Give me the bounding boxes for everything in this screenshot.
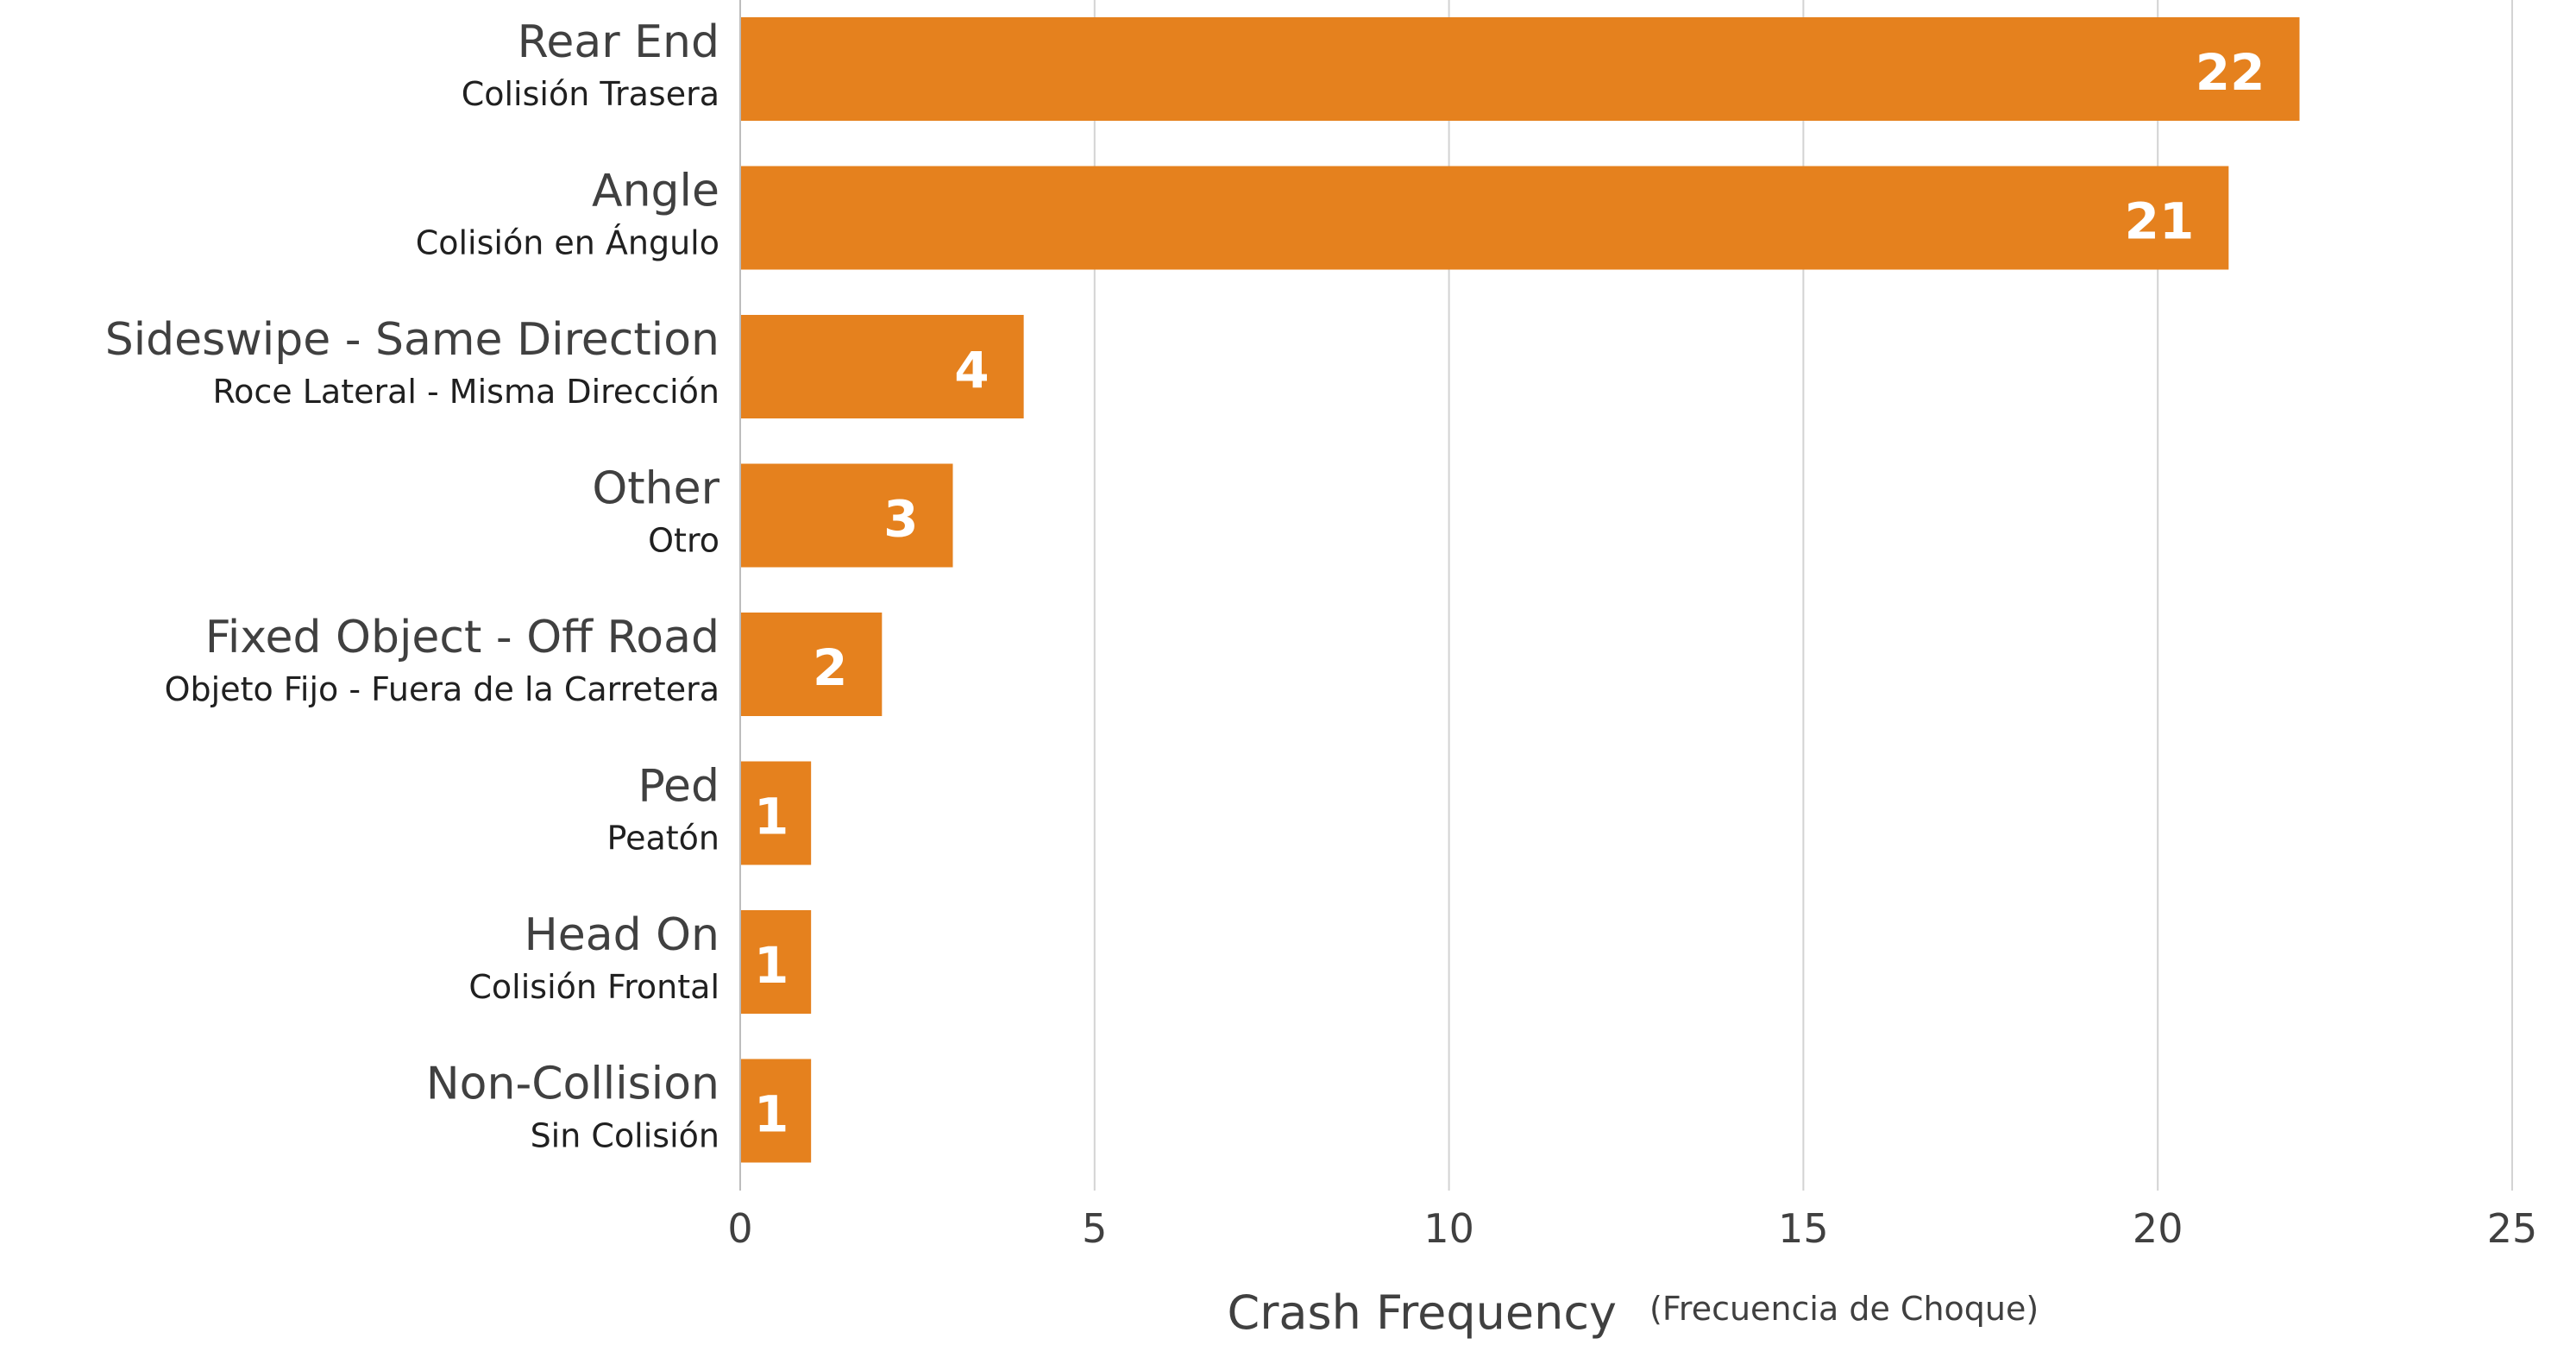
category-sublabel: Roce Lateral - Misma Dirección (212, 373, 719, 411)
x-tick-label: 20 (2133, 1205, 2183, 1252)
category-sublabel: Colisión Trasera (462, 75, 719, 113)
x-tick-label: 15 (1778, 1205, 1829, 1252)
bar-value-label: 2 (813, 638, 847, 697)
category-label: Fixed Object - Off Road (205, 612, 719, 663)
bar-value-label: 1 (754, 788, 789, 846)
bar (740, 910, 812, 1014)
x-axis-subtitle: (Frecuencia de Choque) (1649, 1290, 2039, 1328)
bar-value-label: 4 (954, 341, 989, 399)
category-sublabel: Peatón (607, 820, 719, 858)
category-label: Non-Collision (426, 1059, 719, 1110)
bar-value-label: 1 (754, 1085, 789, 1144)
x-tick-label: 25 (2487, 1205, 2538, 1252)
category-label: Rear End (518, 16, 719, 68)
x-axis-title: Crash Frequency (1228, 1285, 1618, 1340)
axis-layer: 0 5 10 15 20 25 (727, 0, 2537, 1252)
category-sublabel: Colisión Frontal (468, 968, 719, 1006)
bar-value-label: 3 (883, 490, 918, 549)
bar (740, 761, 812, 865)
category-sublabel: Sin Colisión (531, 1117, 719, 1155)
category-sublabel: Otro (648, 522, 719, 560)
bar (740, 17, 2300, 121)
bar (740, 315, 1024, 418)
bar (740, 1059, 812, 1163)
bar-value-label: 22 (2196, 43, 2265, 102)
x-tick-label: 10 (1423, 1205, 1474, 1252)
category-label: Ped (638, 761, 719, 813)
category-label: Head On (525, 909, 719, 961)
category-label: Sideswipe - Same Direction (105, 314, 719, 366)
label-layer: Rear End Colisión Trasera Angle Colisión en… (105, 16, 720, 1155)
category-label: Other (592, 463, 719, 515)
bar-value-label: 21 (2125, 192, 2195, 251)
category-sublabel: Objeto Fijo - Fuera de la Carretera (165, 670, 719, 708)
category-label: Angle (592, 166, 719, 217)
bar (740, 613, 883, 716)
category-sublabel: Colisión en Ángulo (416, 224, 719, 262)
bar (740, 463, 953, 568)
bar (740, 166, 2229, 270)
x-tick-label: 0 (727, 1205, 752, 1252)
bar-value-label: 1 (754, 936, 789, 995)
x-tick-label: 5 (1082, 1205, 1107, 1252)
